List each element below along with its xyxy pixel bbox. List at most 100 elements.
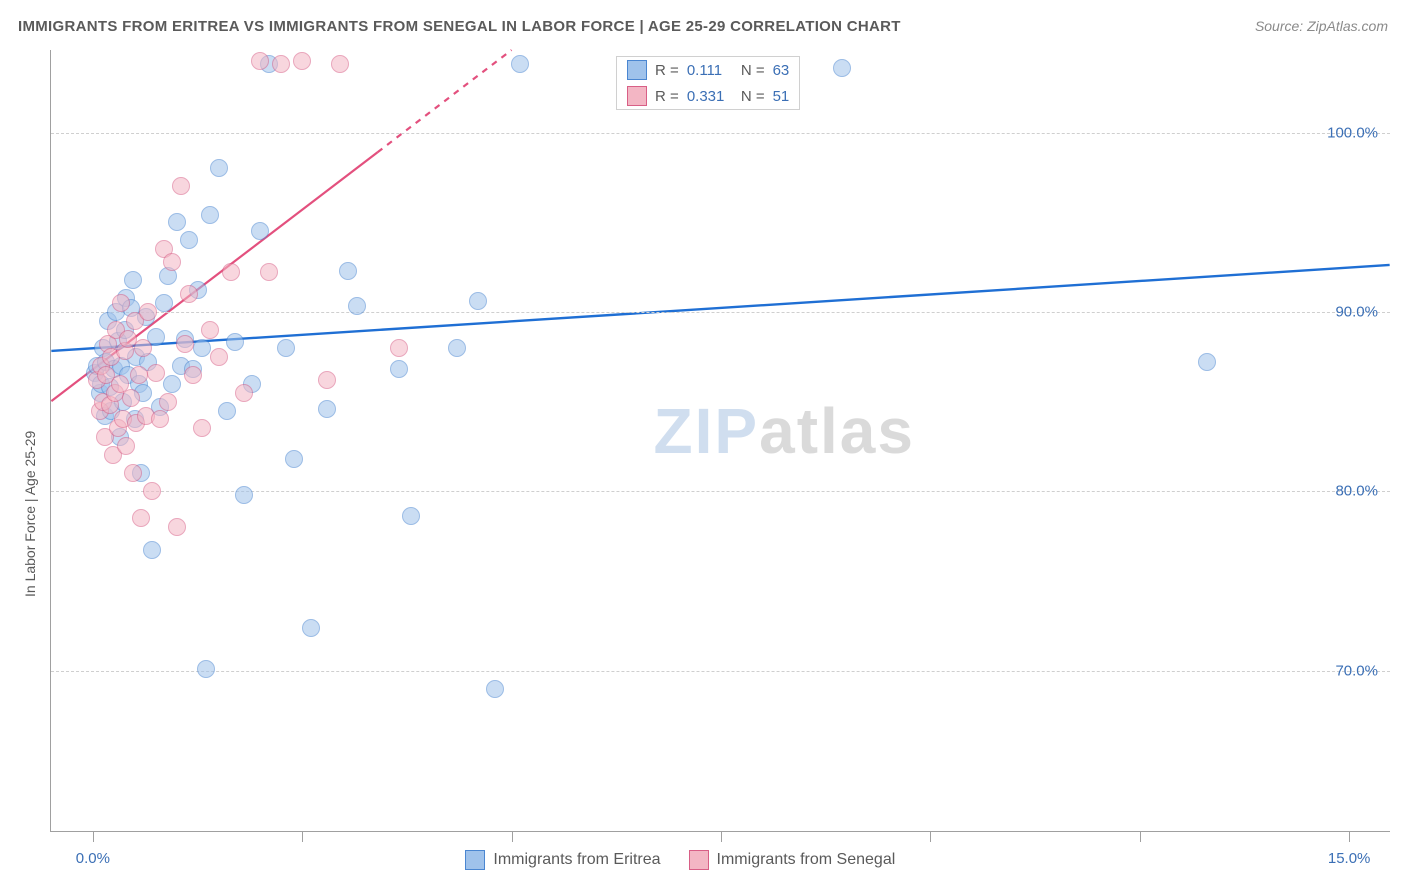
gridline — [51, 671, 1390, 672]
data-point — [163, 375, 181, 393]
data-point — [147, 364, 165, 382]
chart-title: IMMIGRANTS FROM ERITREA VS IMMIGRANTS FR… — [18, 18, 901, 35]
data-point — [402, 507, 420, 525]
watermark: ZIPatlas — [654, 394, 915, 468]
data-point — [235, 486, 253, 504]
data-point — [124, 271, 142, 289]
data-point — [302, 619, 320, 637]
data-point — [201, 206, 219, 224]
data-point — [163, 253, 181, 271]
data-point — [486, 680, 504, 698]
data-point — [117, 437, 135, 455]
data-point — [277, 339, 295, 357]
data-point — [511, 55, 529, 73]
legend-swatch — [465, 850, 485, 870]
data-point — [168, 213, 186, 231]
data-point — [155, 294, 173, 312]
r-value: 0.331 — [687, 88, 733, 105]
data-point — [251, 52, 269, 70]
corr-legend-row: R = 0.111 N = 63 — [617, 57, 799, 83]
data-point — [180, 285, 198, 303]
data-point — [272, 55, 290, 73]
legend-swatch — [627, 86, 647, 106]
r-value: 0.111 — [687, 62, 733, 79]
x-min-label: 0.0% — [76, 850, 110, 867]
data-point — [833, 59, 851, 77]
source-label: Source: ZipAtlas.com — [1255, 18, 1388, 34]
data-point — [112, 294, 130, 312]
data-point — [143, 482, 161, 500]
data-point — [469, 292, 487, 310]
data-point — [390, 339, 408, 357]
data-point — [143, 541, 161, 559]
series-legend: Immigrants from Eritrea Immigrants from S… — [465, 850, 895, 870]
data-point — [339, 262, 357, 280]
data-point — [318, 400, 336, 418]
data-point — [184, 366, 202, 384]
x-tick — [930, 832, 931, 842]
x-tick — [721, 832, 722, 842]
data-point — [318, 371, 336, 389]
data-point — [331, 55, 349, 73]
trend-lines — [51, 50, 1390, 831]
plot-area: ZIPatlas R =0.111N =63R =0.331N =51 70.0… — [50, 50, 1390, 832]
data-point — [193, 339, 211, 357]
data-point — [180, 231, 198, 249]
data-point — [260, 263, 278, 281]
legend-label: Immigrants from Eritrea — [493, 851, 660, 869]
y-tick-label: 100.0% — [1327, 124, 1378, 141]
n-value: 63 — [773, 62, 790, 79]
x-tick — [93, 832, 94, 842]
x-tick — [512, 832, 513, 842]
data-point — [176, 335, 194, 353]
n-label: N = — [741, 88, 765, 105]
data-point — [348, 297, 366, 315]
legend-item: Immigrants from Senegal — [689, 850, 896, 870]
corr-legend-row: R =0.331N =51 — [617, 83, 799, 109]
x-tick — [1140, 832, 1141, 842]
y-tick-label: 90.0% — [1335, 303, 1378, 320]
x-max-label: 15.0% — [1328, 850, 1371, 867]
y-axis-label: In Labor Force | Age 25-29 — [22, 431, 38, 597]
y-tick-label: 80.0% — [1335, 483, 1378, 500]
watermark-zip: ZIP — [654, 395, 760, 467]
data-point — [226, 333, 244, 351]
data-point — [122, 389, 140, 407]
data-point — [151, 410, 169, 428]
r-label: R = — [655, 88, 679, 105]
data-point — [293, 52, 311, 70]
data-point — [172, 177, 190, 195]
data-point — [130, 366, 148, 384]
data-point — [390, 360, 408, 378]
x-tick — [302, 832, 303, 842]
data-point — [139, 303, 157, 321]
trend-line — [51, 265, 1389, 351]
y-tick-label: 70.0% — [1335, 662, 1378, 679]
data-point — [210, 348, 228, 366]
data-point — [201, 321, 219, 339]
trend-line — [378, 50, 512, 152]
data-point — [218, 402, 236, 420]
data-point — [168, 518, 186, 536]
data-point — [159, 393, 177, 411]
data-point — [134, 339, 152, 357]
data-point — [193, 419, 211, 437]
watermark-atlas: atlas — [759, 395, 915, 467]
legend-item: Immigrants from Eritrea — [465, 850, 660, 870]
data-point — [197, 660, 215, 678]
r-label: R = — [655, 62, 679, 79]
legend-swatch — [627, 60, 647, 80]
data-point — [124, 464, 142, 482]
data-point — [132, 509, 150, 527]
data-point — [210, 159, 228, 177]
gridline — [51, 312, 1390, 313]
data-point — [1198, 353, 1216, 371]
x-tick — [1349, 832, 1350, 842]
data-point — [285, 450, 303, 468]
correlation-legend: R =0.111N =63R =0.331N =51 — [616, 56, 800, 110]
legend-label: Immigrants from Senegal — [717, 851, 896, 869]
gridline — [51, 133, 1390, 134]
data-point — [222, 263, 240, 281]
data-point — [448, 339, 466, 357]
n-label: N = — [741, 62, 765, 79]
